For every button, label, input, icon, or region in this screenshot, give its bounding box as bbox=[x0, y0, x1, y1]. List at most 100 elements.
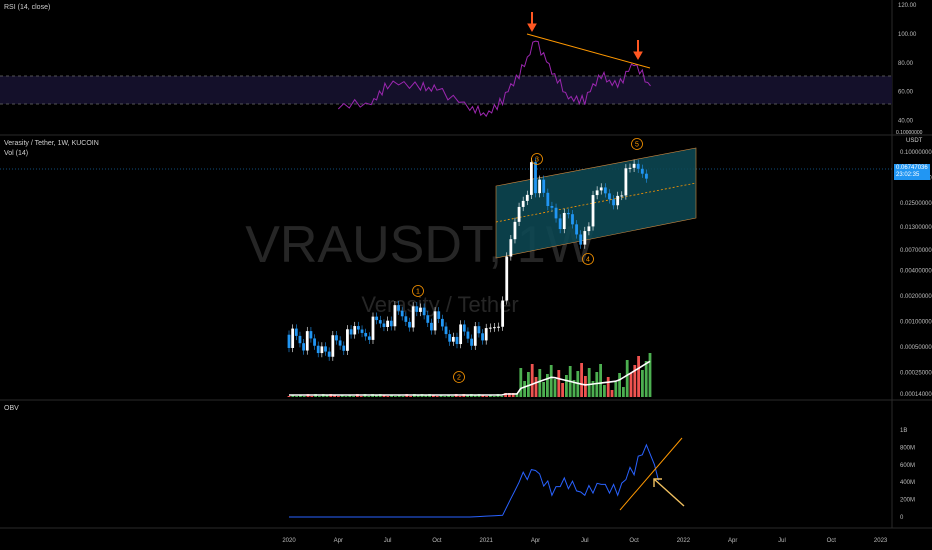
candle-body bbox=[608, 193, 611, 200]
time-tick: 2020 bbox=[282, 538, 296, 544]
volume-bar bbox=[382, 395, 386, 397]
volume-bar bbox=[451, 396, 454, 397]
candles bbox=[287, 157, 648, 361]
wave-label-circle bbox=[582, 253, 594, 265]
time-tick: Jul bbox=[778, 538, 786, 544]
price-tick: 0.00014000 bbox=[900, 392, 932, 398]
candle-body bbox=[386, 320, 389, 327]
candle-body bbox=[579, 234, 583, 245]
volume-bar bbox=[432, 395, 435, 397]
price-tick: 0.00200000 bbox=[900, 294, 932, 300]
candle-body bbox=[393, 305, 397, 327]
candle-body bbox=[455, 336, 459, 345]
candle-body bbox=[558, 218, 562, 230]
candle-body bbox=[517, 206, 521, 222]
rsi-tick: 80.00 bbox=[898, 61, 914, 67]
price-tick: 0.02500000 bbox=[900, 201, 932, 207]
volume-bar bbox=[595, 372, 599, 397]
volume-bar bbox=[287, 396, 291, 397]
candle-body bbox=[371, 316, 375, 340]
candle-body bbox=[367, 336, 371, 340]
price-channel bbox=[495, 147, 697, 259]
volume-bar bbox=[458, 396, 462, 397]
candle-body bbox=[426, 315, 430, 323]
rsi-axis: 120.00 100.00 80.00 60.00 40.00 bbox=[898, 3, 917, 125]
volume-bar bbox=[546, 374, 549, 397]
price-tick: 0.00025000 bbox=[900, 371, 932, 377]
candle-body bbox=[529, 162, 533, 195]
time-tick: Apr bbox=[531, 538, 540, 544]
time-tick: Jul bbox=[384, 538, 392, 544]
obv-line bbox=[289, 443, 659, 518]
candle-body bbox=[497, 326, 500, 328]
volume-bar bbox=[310, 396, 314, 397]
volume-bar bbox=[481, 395, 485, 397]
candle-body bbox=[493, 327, 496, 329]
volume-bar bbox=[473, 395, 477, 397]
candle-body bbox=[538, 179, 542, 194]
candle-body bbox=[382, 323, 386, 327]
volume-bar bbox=[299, 395, 302, 397]
candle-body bbox=[616, 195, 620, 206]
obv-tick: 1B bbox=[900, 428, 907, 434]
down-arrow-icon bbox=[633, 40, 643, 61]
volume-bar bbox=[416, 395, 420, 397]
volume-bar bbox=[549, 365, 553, 397]
top-tick-label: 0.10000000 bbox=[896, 130, 923, 136]
volume-bar bbox=[641, 370, 644, 397]
volume-bar bbox=[500, 396, 504, 397]
candle-body bbox=[309, 331, 313, 339]
price-tick: 0.00100000 bbox=[900, 320, 932, 326]
volume-bar bbox=[614, 382, 618, 397]
volume-bar bbox=[565, 375, 568, 397]
candle-body bbox=[566, 212, 570, 215]
time-tick: 2022 bbox=[677, 538, 691, 544]
volume-bar bbox=[489, 395, 492, 397]
candle-body bbox=[356, 326, 360, 330]
rsi-tick: 60.00 bbox=[898, 90, 914, 96]
volume-bar bbox=[580, 363, 583, 397]
time-tick: Apr bbox=[728, 538, 737, 544]
candle-body bbox=[294, 328, 298, 336]
candle-body bbox=[408, 321, 411, 328]
volume-bar bbox=[390, 395, 393, 397]
volume-bar bbox=[625, 360, 629, 397]
wave-labels: 1 2 3 4 5 bbox=[412, 138, 643, 383]
time-tick: Oct bbox=[432, 538, 442, 544]
price-axis: 0.100000000.050000000.025000000.01300000… bbox=[900, 150, 932, 398]
candle-body bbox=[575, 224, 578, 235]
wave-label: 3 bbox=[535, 157, 539, 164]
candle-body bbox=[624, 168, 628, 196]
price-tick: 0.00400000 bbox=[900, 269, 932, 275]
volume-bar bbox=[492, 396, 496, 397]
volume-bar bbox=[538, 369, 542, 397]
volume-bar bbox=[447, 395, 450, 397]
candle-body bbox=[583, 231, 587, 245]
volume-bar bbox=[401, 396, 405, 397]
candle-body bbox=[316, 345, 320, 354]
candle-body bbox=[415, 306, 419, 312]
rsi-label: RSI (14, close) bbox=[4, 4, 51, 11]
chart-title: Verasity / Tether, 1W, KUCOIN bbox=[4, 140, 99, 147]
volume-bar bbox=[561, 383, 564, 397]
volume-bar bbox=[553, 379, 557, 397]
candle-body bbox=[466, 331, 470, 339]
candle-body bbox=[546, 192, 550, 207]
volume-bar bbox=[534, 377, 538, 397]
volume-bar bbox=[648, 353, 652, 397]
rsi-band bbox=[0, 76, 892, 104]
volume-label: Vol (14) bbox=[4, 150, 29, 157]
volume-bar bbox=[504, 393, 507, 397]
volume-bar bbox=[333, 395, 336, 397]
candle-body bbox=[327, 351, 331, 357]
volume-bar bbox=[397, 395, 401, 397]
volume-bar bbox=[291, 395, 295, 397]
volume-bar bbox=[344, 396, 348, 397]
candle-body bbox=[470, 338, 473, 346]
candle-body bbox=[360, 329, 364, 333]
candle-body bbox=[331, 335, 335, 357]
volume-bar bbox=[318, 396, 321, 397]
obv-axis: 1B 800M 600M 400M 200M 0 bbox=[900, 428, 915, 521]
time-axis: 2020 Apr Jul Oct 2021 Apr Jul Oct 2022 Apr Jul Oct 2… bbox=[282, 538, 888, 544]
